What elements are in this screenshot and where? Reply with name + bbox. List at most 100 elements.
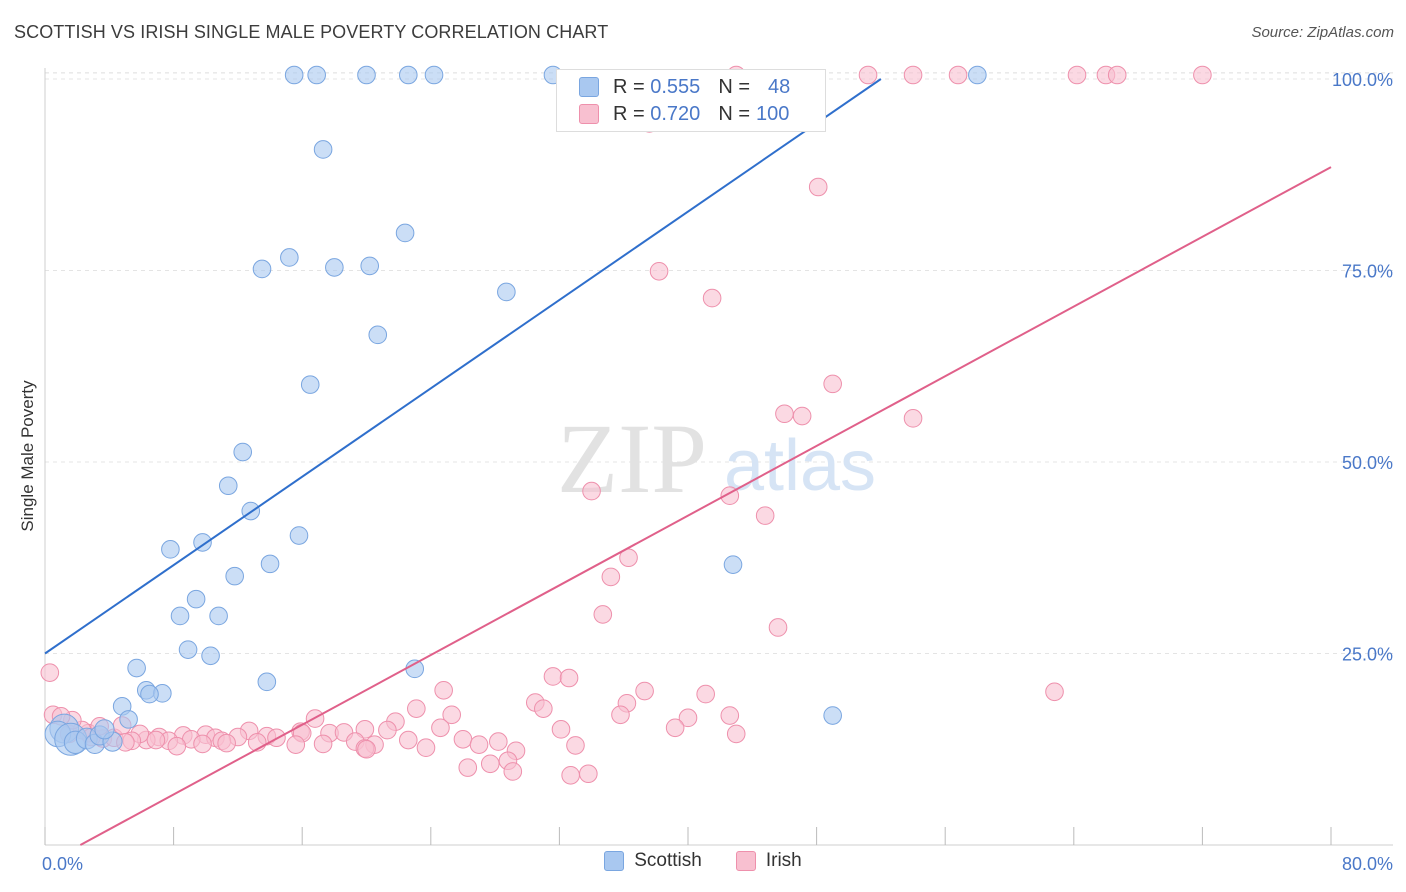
irish-point	[858, 65, 878, 85]
scottish-point	[313, 140, 333, 159]
irish-point	[559, 668, 579, 688]
n-value-irish: 100	[756, 102, 790, 125]
irish-point	[286, 735, 306, 754]
scottish-point	[127, 658, 146, 678]
irish-trend-line	[79, 166, 1332, 846]
irish-point	[407, 699, 426, 718]
scottish-point	[119, 710, 138, 729]
irish-point	[635, 681, 654, 701]
irish-point	[453, 729, 473, 749]
scottish-point	[325, 258, 344, 277]
irish-point	[1193, 65, 1212, 85]
irish-point	[442, 705, 461, 725]
scottish-point	[218, 476, 238, 496]
irish-point	[665, 718, 685, 738]
irish-point	[40, 663, 60, 682]
scottish-trend-line	[44, 78, 882, 655]
irish-point	[702, 288, 722, 308]
scottish-point	[193, 533, 212, 552]
scottish-point	[284, 65, 304, 85]
irish-point	[398, 730, 418, 750]
stats-row-irish: R = 0.720 N = 100	[579, 101, 789, 127]
irish-point	[357, 739, 376, 759]
legend-item-irish[interactable]: Irish	[735, 850, 802, 872]
irish-point	[593, 605, 613, 624]
scottish-point	[723, 555, 743, 574]
irish-point	[489, 732, 508, 751]
x-tick-label: 0.0%	[42, 854, 83, 874]
r-label: R =	[613, 102, 645, 125]
irish-point	[768, 618, 788, 637]
legend-label-scottish: Scottish	[634, 850, 702, 871]
trend-lines	[44, 78, 1332, 846]
irish-point	[948, 65, 968, 85]
irish-point	[416, 738, 436, 758]
irish-point	[696, 684, 715, 704]
legend-label-irish: Irish	[765, 850, 802, 871]
irish-point	[823, 374, 842, 394]
irish-point	[903, 65, 923, 85]
scottish-point	[497, 282, 516, 302]
legend-item-scottish[interactable]: Scottish	[604, 850, 702, 872]
watermark-zip: ZIP	[557, 403, 707, 514]
scottish-point	[823, 706, 842, 725]
scottish-point	[307, 65, 326, 85]
legend-swatch-irish	[735, 851, 756, 871]
tick-labels: 25.0% 50.0% 75.0% 100.0% 0.0% 80.0%	[42, 70, 1393, 874]
source-label: Source: ZipAtlas.com	[1251, 24, 1394, 41]
n-label: N =	[718, 75, 750, 98]
scottish-point	[233, 442, 253, 462]
scottish-point	[424, 65, 444, 85]
scottish-point	[178, 640, 198, 659]
legend-swatch-scottish	[604, 851, 625, 871]
irish-point	[720, 706, 740, 725]
irish-point	[775, 404, 794, 424]
stats-legend-box: R = 0.555 N = 48 R = 0.720 N = 100	[556, 69, 826, 132]
scottish-point	[300, 375, 320, 394]
watermark-atlas: atlas	[724, 426, 876, 506]
irish-point	[1067, 65, 1087, 85]
scottish-point	[280, 248, 299, 267]
irish-point	[434, 680, 453, 700]
scottish-point	[257, 672, 277, 692]
stats-row-scottish: R = 0.555 N = 48	[579, 74, 790, 100]
watermark: ZIP atlas	[557, 403, 876, 514]
scottish-point	[94, 719, 115, 740]
scottish-point	[140, 684, 159, 704]
irish-point	[1107, 65, 1127, 85]
irish-point	[808, 177, 828, 197]
scottish-point	[186, 589, 206, 609]
irish-swatch	[579, 104, 599, 124]
bottom-legend: Scottish Irish	[0, 850, 1406, 872]
irish-point	[551, 720, 571, 739]
irish-point	[649, 261, 669, 281]
scottish-point	[398, 65, 418, 85]
scottish-point	[170, 606, 190, 626]
scottish-point	[209, 606, 228, 626]
scottish-point	[260, 554, 280, 574]
irish-point	[678, 708, 698, 728]
irish-point	[146, 730, 166, 750]
irish-point	[217, 733, 236, 753]
grid-lines	[45, 72, 1393, 654]
scottish-point	[360, 256, 380, 276]
scottish-point	[252, 259, 272, 279]
irish-point	[503, 762, 523, 781]
irish-point	[561, 765, 580, 785]
scottish-point	[225, 566, 244, 586]
irish-point	[755, 506, 775, 525]
scottish-point	[395, 223, 415, 243]
irish-point	[579, 764, 598, 784]
irish-point	[582, 481, 601, 501]
x-tick-label: 80.0%	[1342, 854, 1393, 874]
irish-point	[193, 734, 212, 754]
irish-point	[1045, 682, 1064, 702]
irish-point	[903, 409, 923, 428]
irish-point	[534, 699, 553, 718]
y-tick-label: 50.0%	[1342, 453, 1393, 473]
irish-point	[167, 736, 187, 756]
irish-point	[566, 736, 585, 755]
scottish-point	[161, 540, 180, 559]
irish-point	[792, 406, 812, 426]
